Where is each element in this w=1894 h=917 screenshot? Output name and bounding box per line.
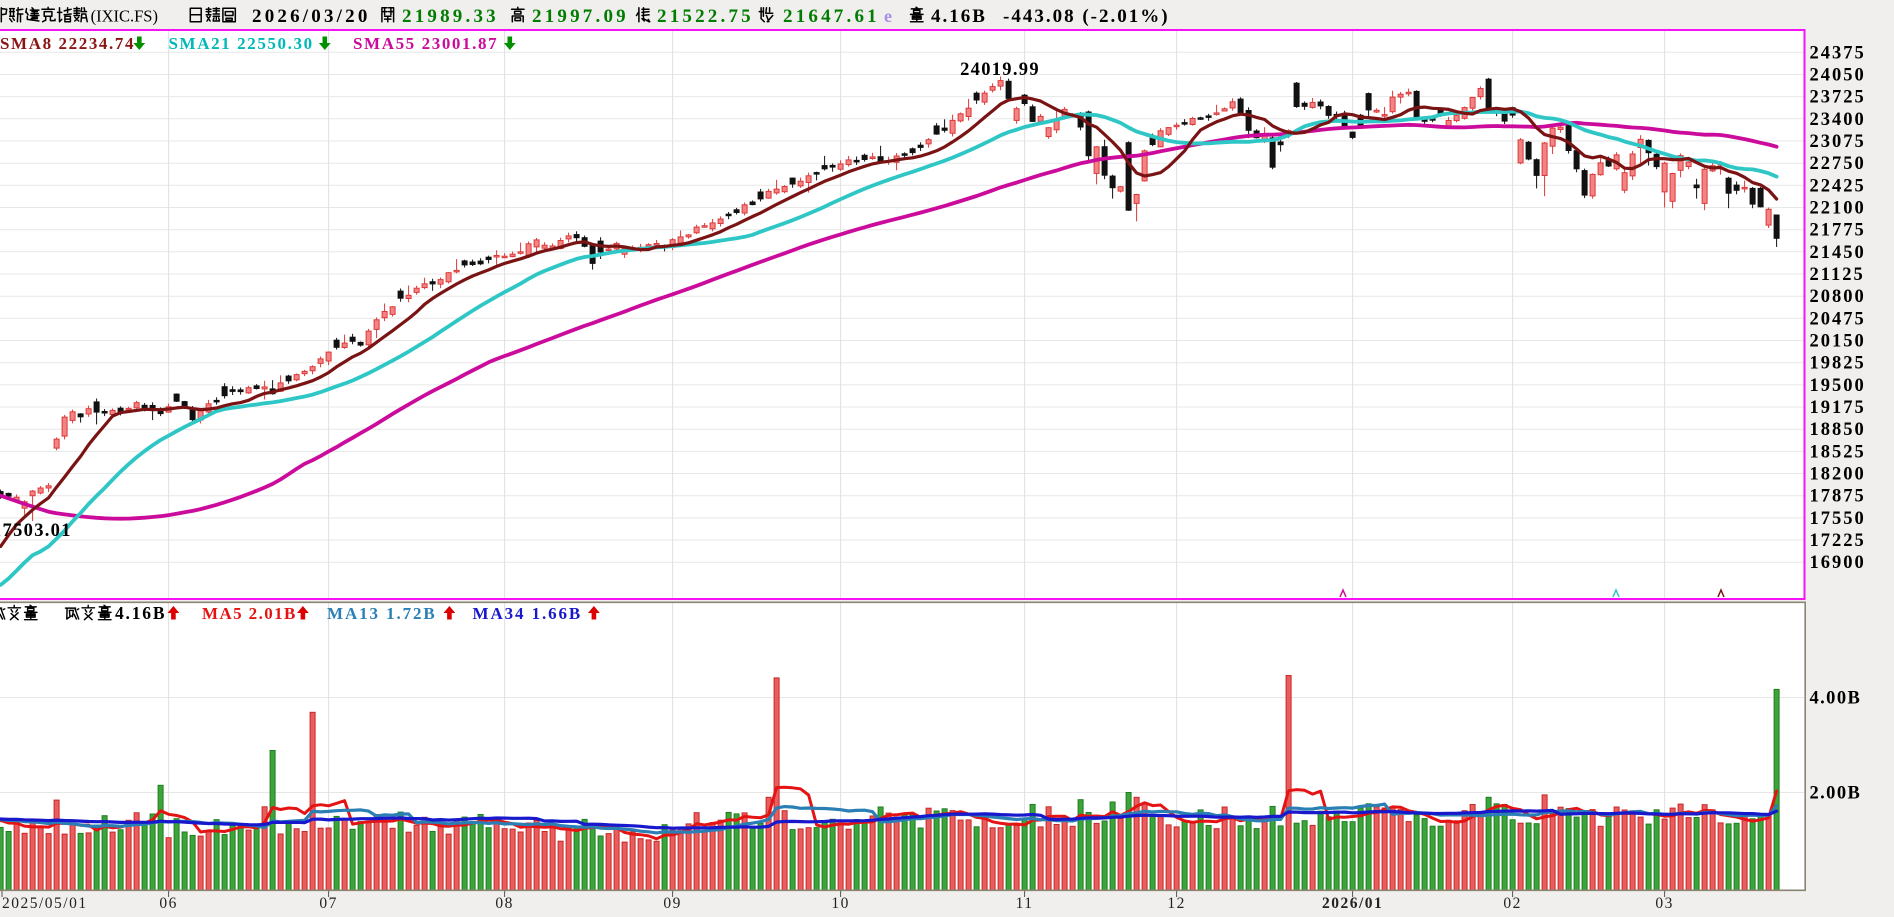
svg-text:21450: 21450 — [1810, 243, 1866, 263]
svg-text:24050: 24050 — [1810, 66, 1866, 86]
svg-text:23725: 23725 — [1810, 88, 1866, 108]
svg-text:19825: 19825 — [1810, 354, 1866, 374]
svg-text:SMA55 23001.87: SMA55 23001.87 — [353, 34, 498, 53]
svg-text:20800: 20800 — [1810, 287, 1866, 307]
svg-text:19500: 19500 — [1810, 376, 1866, 396]
svg-text:24375: 24375 — [1810, 43, 1866, 63]
svg-text:2.00B: 2.00B — [1810, 784, 1862, 804]
svg-text:2026/03/20: 2026/03/20 — [252, 6, 371, 27]
svg-text:4.00B: 4.00B — [1810, 689, 1862, 709]
svg-text:SMA8 22234.74: SMA8 22234.74 — [0, 34, 135, 53]
svg-text:18200: 18200 — [1810, 465, 1866, 485]
svg-text:20150: 20150 — [1810, 332, 1866, 352]
svg-text:06: 06 — [159, 895, 178, 912]
svg-text:17550: 17550 — [1810, 509, 1866, 529]
svg-text:19175: 19175 — [1810, 398, 1866, 418]
svg-text:(IXIC.FS): (IXIC.FS) — [91, 7, 158, 26]
svg-text:21522.75: 21522.75 — [657, 6, 754, 27]
svg-text:18525: 18525 — [1810, 442, 1866, 462]
svg-text:23400: 23400 — [1810, 110, 1866, 130]
svg-text:22750: 22750 — [1810, 154, 1866, 174]
svg-text:21647.61: 21647.61 — [783, 6, 880, 27]
svg-text:12: 12 — [1167, 895, 1186, 912]
svg-text:17503.01: 17503.01 — [0, 521, 72, 541]
svg-text:4.16B: 4.16B — [115, 603, 166, 623]
svg-text:21775: 21775 — [1810, 221, 1866, 241]
svg-text:-443.08 (-2.01%): -443.08 (-2.01%) — [1003, 6, 1170, 27]
svg-text:08: 08 — [495, 895, 514, 912]
svg-text:02: 02 — [1503, 895, 1522, 912]
svg-text:4.16B: 4.16B — [931, 6, 987, 27]
svg-text:10: 10 — [831, 895, 850, 912]
svg-text:07: 07 — [319, 895, 338, 912]
svg-text:2025/05/01: 2025/05/01 — [2, 895, 88, 912]
svg-text:e: e — [884, 6, 892, 26]
svg-text:2026/01: 2026/01 — [1322, 895, 1383, 912]
svg-text:20475: 20475 — [1810, 309, 1866, 329]
svg-text:23075: 23075 — [1810, 132, 1866, 152]
svg-text:09: 09 — [663, 895, 682, 912]
svg-text:18850: 18850 — [1810, 420, 1866, 440]
svg-text:21125: 21125 — [1810, 265, 1865, 285]
svg-text:17875: 17875 — [1810, 487, 1866, 507]
svg-text:21989.33: 21989.33 — [402, 6, 499, 27]
svg-text:22425: 22425 — [1810, 176, 1866, 196]
svg-text:17225: 17225 — [1810, 531, 1866, 551]
svg-text:16900: 16900 — [1810, 553, 1866, 573]
svg-text:03: 03 — [1655, 895, 1674, 912]
svg-text:22100: 22100 — [1810, 199, 1866, 219]
svg-text:MA34 1.66B: MA34 1.66B — [473, 604, 583, 623]
svg-text:11: 11 — [1016, 895, 1034, 912]
svg-text:MA13 1.72B: MA13 1.72B — [327, 604, 437, 623]
svg-text:SMA21 22550.30: SMA21 22550.30 — [169, 34, 314, 53]
svg-text:21997.09: 21997.09 — [532, 6, 629, 27]
svg-text:24019.99: 24019.99 — [960, 60, 1040, 80]
svg-text:MA5 2.01B: MA5 2.01B — [202, 604, 297, 623]
